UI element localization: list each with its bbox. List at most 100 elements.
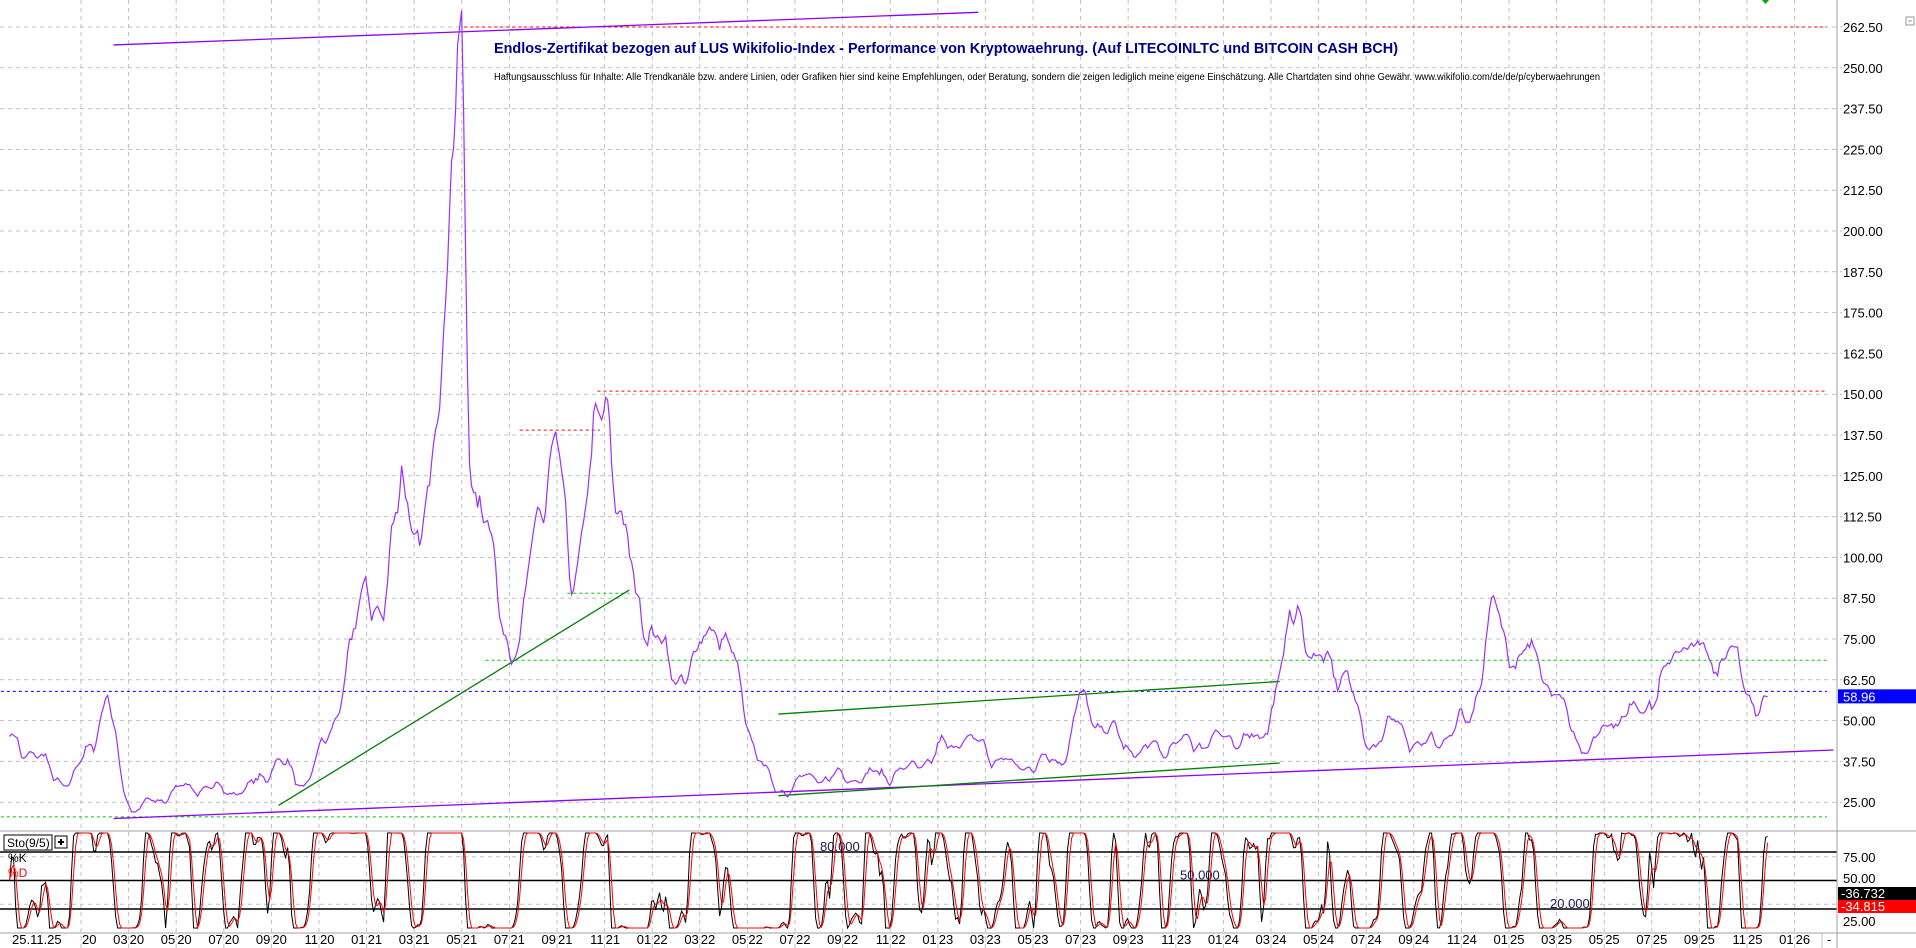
x-tick-month: 03 xyxy=(399,932,413,947)
x-tick-year: 24 xyxy=(1272,932,1286,947)
x-tick-month: 09 xyxy=(1398,932,1412,947)
collapse-button[interactable] xyxy=(1905,16,1915,26)
x-tick-year: 22 xyxy=(748,932,762,947)
y-tick-label: 75.00 xyxy=(1843,632,1876,647)
y-tick-label: 212.50 xyxy=(1843,183,1883,198)
d-value-label: -34.815 xyxy=(1841,899,1885,914)
indicator-name: Sto(9/5) xyxy=(7,836,50,850)
k-value-badge xyxy=(1838,887,1916,900)
y-tick-label: 225.00 xyxy=(1843,142,1883,157)
k-label: %K xyxy=(8,851,27,865)
x-tick-year: 25 xyxy=(1605,932,1619,947)
y-tick-label: 112.50 xyxy=(1843,510,1882,525)
x-tick-month: 07 xyxy=(1351,932,1365,947)
x-tick-year: 21 xyxy=(558,932,572,947)
x-tick-month: 11 xyxy=(1733,932,1747,947)
x-tick-year: 20 xyxy=(130,932,144,947)
x-tick-month: 11 xyxy=(305,932,319,947)
y-tick-label: 187.50 xyxy=(1843,265,1883,280)
x-tick-year: 23 xyxy=(1034,932,1048,947)
x-tick-year: 24 xyxy=(1367,932,1381,947)
d-label: %D xyxy=(8,866,28,880)
stoch-d-line xyxy=(9,831,1769,930)
x-tick-month: 11 xyxy=(876,932,890,947)
stochastic-panel: 75.00 50.00 25.00 80.000 50.000 20.000 -36.732… xyxy=(0,831,1916,930)
x-tick-month: 05 xyxy=(446,932,460,947)
stoch-y-tick: 75.00 xyxy=(1843,850,1876,865)
x-tick-year: 20 xyxy=(272,932,286,947)
x-tick-month: 07 xyxy=(780,932,794,947)
x-tick-month: 07 xyxy=(494,932,508,947)
x-tick-month: 01 xyxy=(1779,932,1793,947)
trendline xyxy=(778,762,1280,797)
x-tick-year: 20 xyxy=(225,932,239,947)
x-tick-month: 03 xyxy=(1256,932,1270,947)
k-value-label: -36.732 xyxy=(1841,886,1885,901)
last-price-badge xyxy=(1838,689,1916,704)
x-tick-year: 24 xyxy=(1320,932,1334,947)
stoch-level-label: 80.000 xyxy=(820,839,860,854)
grid xyxy=(0,0,1842,948)
x-tick-month: 01 xyxy=(1494,932,1508,947)
x-tick-month: 09 xyxy=(256,932,270,947)
x-tick-month: 11 xyxy=(1447,932,1461,947)
x-tick-month: 03 xyxy=(113,932,127,947)
x-tick-month: 03 xyxy=(684,932,698,947)
trendline xyxy=(778,680,1280,715)
y-tick-label: 87.50 xyxy=(1843,591,1876,606)
x-tick-month: 01 xyxy=(1208,932,1222,947)
x-tick-month: 11 xyxy=(1161,932,1175,947)
x-tick-month: 05 xyxy=(1589,932,1603,947)
x-tick-year: 23 xyxy=(939,932,953,947)
last-price-label: 58.96 xyxy=(1843,689,1876,704)
x-tick-month: 03 xyxy=(970,932,984,947)
x-tick-month: 09 xyxy=(1113,932,1127,947)
x-tick-year: 23 xyxy=(1082,932,1096,947)
indicator-expand-button[interactable] xyxy=(54,835,68,849)
x-tick-year: 21 xyxy=(463,932,477,947)
x-tick-month: 01 xyxy=(637,932,651,947)
x-tick-year: 23 xyxy=(1177,932,1191,947)
trendline xyxy=(113,11,979,46)
y-tick-label: 125.00 xyxy=(1843,469,1883,484)
x-tick-year: 22 xyxy=(844,932,858,947)
x-tick-year: 26 xyxy=(1796,932,1810,947)
x-tick-month: 05 xyxy=(161,932,175,947)
indicator-label-box[interactable] xyxy=(3,834,53,851)
x-tick-month: 07 xyxy=(1636,932,1650,947)
x-tick-year: 20 xyxy=(177,932,191,947)
annotations xyxy=(0,11,1834,820)
stoch-y-tick: 25.00 xyxy=(1843,914,1876,929)
y-tick-label: 25.00 xyxy=(1843,795,1876,810)
y-tick-label: 150.00 xyxy=(1843,387,1883,402)
y-tick-label: 50.00 xyxy=(1843,714,1876,729)
x-start-label: 25.11.25 xyxy=(12,932,62,947)
x-tick-year: 20 xyxy=(82,932,96,947)
x-tick-year: 22 xyxy=(796,932,810,947)
x-tick-year: 24 xyxy=(1462,932,1476,947)
stoch-level-label: 50.000 xyxy=(1180,868,1220,883)
x-tick-year: 24 xyxy=(1415,932,1429,947)
x-tick-year: 22 xyxy=(701,932,715,947)
stoch-level-label: 20.000 xyxy=(1550,896,1590,911)
y-tick-label: 237.50 xyxy=(1843,102,1883,117)
x-tick-month: 05 xyxy=(1018,932,1032,947)
y-tick-label: 250.00 xyxy=(1843,61,1883,76)
y-tick-label: 37.50 xyxy=(1843,754,1876,769)
x-tick-year: 22 xyxy=(653,932,667,947)
x-tick-year: 21 xyxy=(415,932,429,947)
y-tick-label: 62.50 xyxy=(1843,673,1876,688)
trendline xyxy=(113,749,1834,820)
y-tick-label: 175.00 xyxy=(1843,306,1883,321)
green-marker-icon xyxy=(1762,0,1769,4)
x-tick-month: 01 xyxy=(351,932,365,947)
x-tick-month: 11 xyxy=(590,932,604,947)
x-end-label: - xyxy=(1827,932,1831,947)
x-tick-year: 25 xyxy=(1510,932,1524,947)
x-tick-year: 21 xyxy=(606,932,620,947)
x-tick-year: 21 xyxy=(510,932,524,947)
trendline xyxy=(278,589,630,807)
stoch-y-tick: 50.00 xyxy=(1843,871,1876,886)
